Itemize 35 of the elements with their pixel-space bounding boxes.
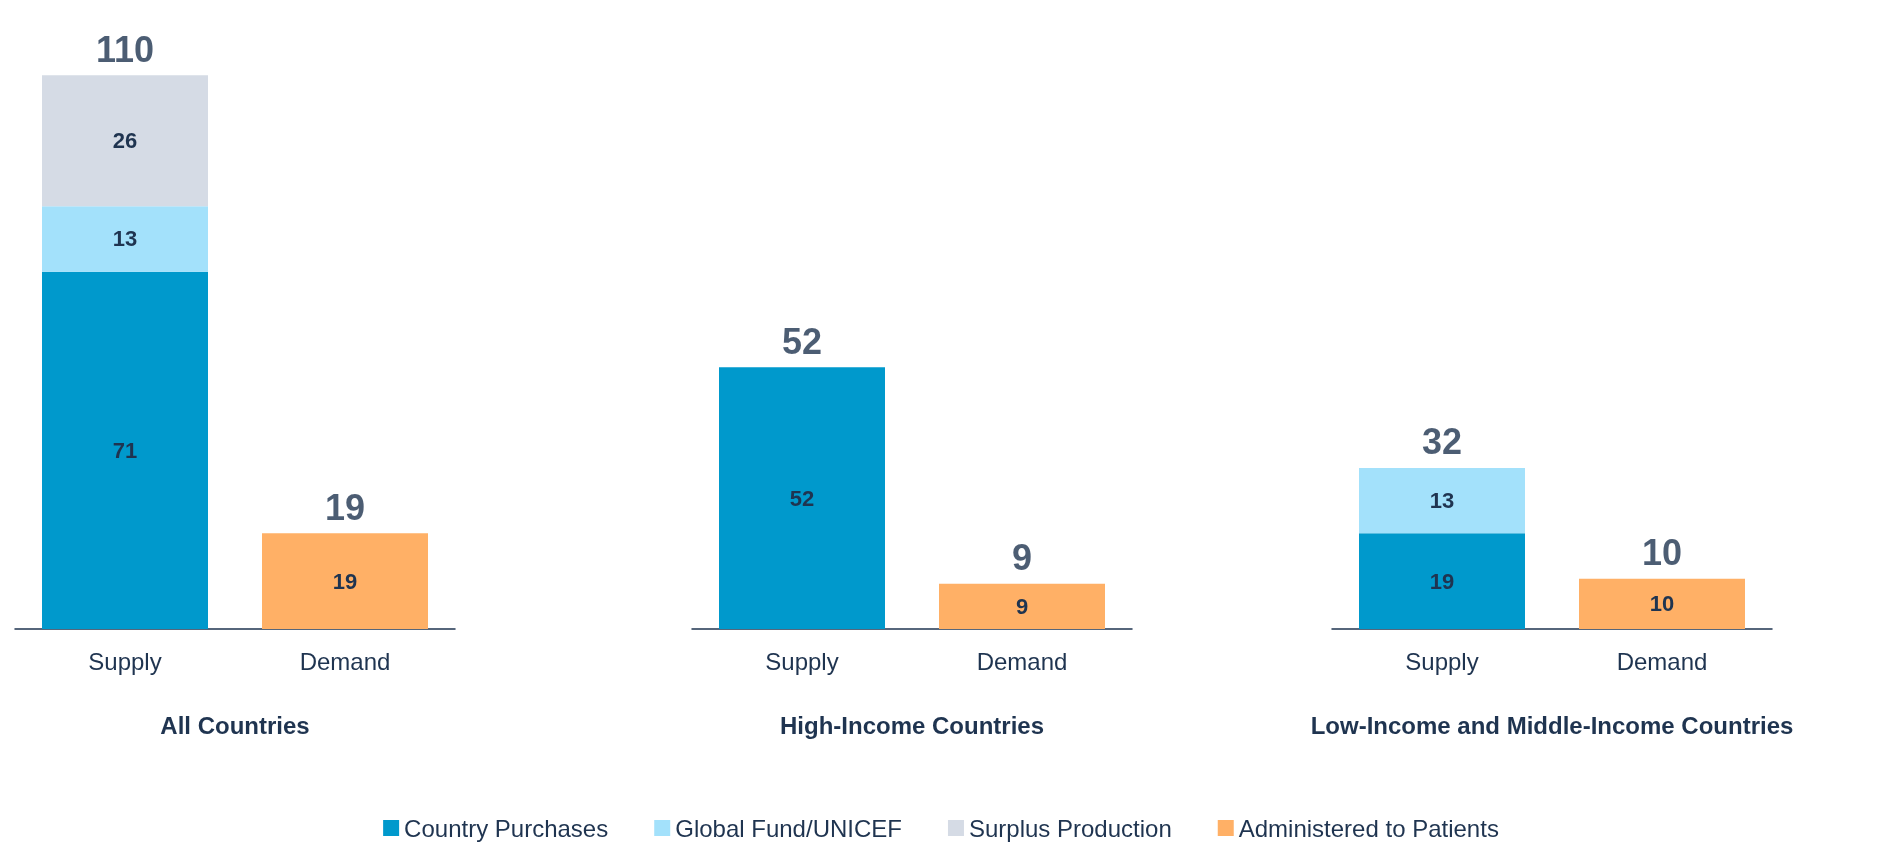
x-tick-label: Supply bbox=[88, 647, 162, 675]
bar bbox=[42, 75, 208, 207]
total-label: 52 bbox=[781, 320, 823, 362]
text: Low-Income and Middle-Income Countries bbox=[1310, 711, 1794, 739]
total-label: 110 bbox=[95, 28, 155, 70]
bar bbox=[1359, 467, 1525, 534]
data-label: 10 bbox=[1649, 591, 1675, 617]
x-tick-label: Demand bbox=[1616, 647, 1708, 675]
legend-label: Surplus Production bbox=[968, 814, 1172, 842]
text: All Countries bbox=[160, 711, 310, 739]
total-label: 9 bbox=[1011, 537, 1033, 579]
data-label: 13 bbox=[1429, 488, 1455, 514]
x-tick-label: Demand bbox=[976, 647, 1068, 675]
total-label: 10 bbox=[1641, 532, 1683, 574]
x-tick-label: Demand bbox=[299, 647, 391, 675]
bar bbox=[1359, 533, 1525, 629]
total-label: 19 bbox=[324, 486, 366, 528]
x-tick-label: Supply bbox=[765, 647, 839, 675]
legend-label: Administered to Patients bbox=[1238, 814, 1499, 842]
bar bbox=[42, 271, 208, 629]
x-tick-label: Supply bbox=[1405, 647, 1479, 675]
data-label: 9 bbox=[1015, 593, 1029, 619]
legend-label: Global Fund/UNICEF bbox=[675, 814, 902, 842]
data-label: 13 bbox=[112, 226, 138, 252]
bar bbox=[262, 533, 428, 629]
bar bbox=[1579, 578, 1745, 629]
bar bbox=[42, 206, 208, 272]
data-label: 19 bbox=[1429, 568, 1455, 594]
text: High-Income Countries bbox=[779, 711, 1045, 739]
data-label: 52 bbox=[789, 485, 815, 511]
data-label: 71 bbox=[112, 437, 138, 463]
total-label: 32 bbox=[1421, 421, 1463, 463]
data-label: 26 bbox=[112, 128, 138, 154]
data-label: 19 bbox=[332, 568, 358, 594]
legend-label: Country Purchases bbox=[404, 814, 609, 842]
